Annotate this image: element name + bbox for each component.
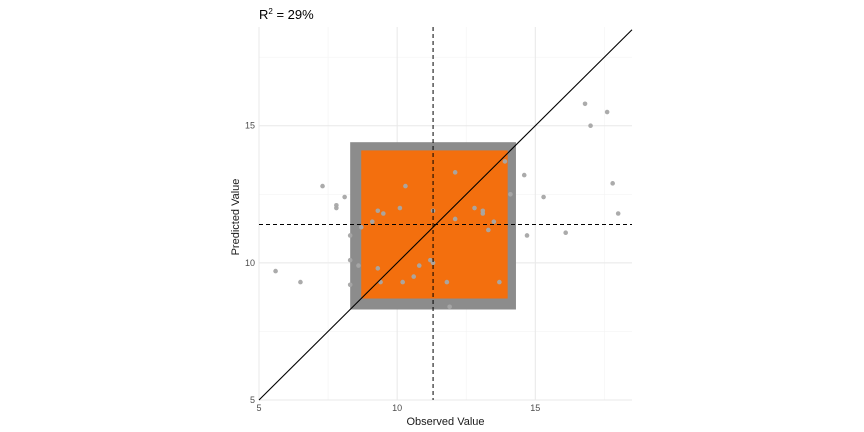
title-base: R — [259, 7, 268, 22]
data-point — [356, 263, 361, 268]
identity-line — [258, 29, 633, 401]
reference-lines — [258, 27, 633, 401]
data-point — [502, 159, 508, 164]
data-point — [369, 219, 375, 225]
data-point — [486, 227, 491, 233]
x-axis-title: Observed Value — [406, 416, 484, 428]
data-point — [604, 109, 610, 115]
data-point — [403, 183, 408, 189]
data-point — [480, 208, 486, 214]
chart-title: R2 = 29% — [259, 7, 314, 22]
y-axis-title: Predicted Value — [230, 179, 242, 256]
title-rest: = 29% — [273, 7, 314, 22]
data-point — [615, 211, 621, 216]
data-point — [347, 233, 353, 238]
data-point — [472, 205, 477, 211]
data-point — [347, 282, 353, 288]
x-tick-label: 15 — [530, 403, 540, 413]
data-point — [563, 230, 568, 235]
data-point — [375, 266, 381, 271]
data-point — [491, 219, 497, 225]
y-tick-label: 5 — [250, 395, 255, 405]
data-point — [375, 208, 381, 214]
y-tick-label: 10 — [245, 258, 255, 268]
data-point — [334, 202, 339, 208]
data-point — [582, 101, 588, 107]
data-point — [524, 233, 530, 238]
data-points — [273, 101, 621, 310]
data-point — [358, 224, 364, 230]
x-tick-label: 10 — [392, 403, 402, 413]
data-point — [452, 170, 458, 175]
data-point — [298, 279, 303, 285]
data-point — [273, 268, 278, 274]
data-point — [541, 194, 546, 200]
data-point — [416, 263, 422, 268]
data-point — [610, 181, 615, 186]
data-point — [447, 304, 452, 310]
x-tick-label: 5 — [256, 403, 261, 413]
data-point — [397, 205, 403, 211]
tick-labels: 5 10 15 5 10 15 — [245, 121, 540, 413]
y-tick-label: 15 — [245, 121, 255, 131]
data-point — [497, 279, 502, 285]
data-point — [347, 257, 353, 263]
data-point — [381, 211, 386, 216]
data-point — [588, 123, 593, 129]
data-point — [411, 274, 417, 279]
data-point — [342, 194, 347, 200]
data-point — [400, 279, 405, 285]
data-point — [430, 260, 436, 266]
data-point — [444, 279, 450, 285]
data-point — [320, 183, 325, 189]
data-point — [452, 216, 458, 222]
title-superscript: 2 — [268, 7, 273, 16]
data-point — [508, 192, 513, 197]
data-point — [521, 172, 527, 178]
